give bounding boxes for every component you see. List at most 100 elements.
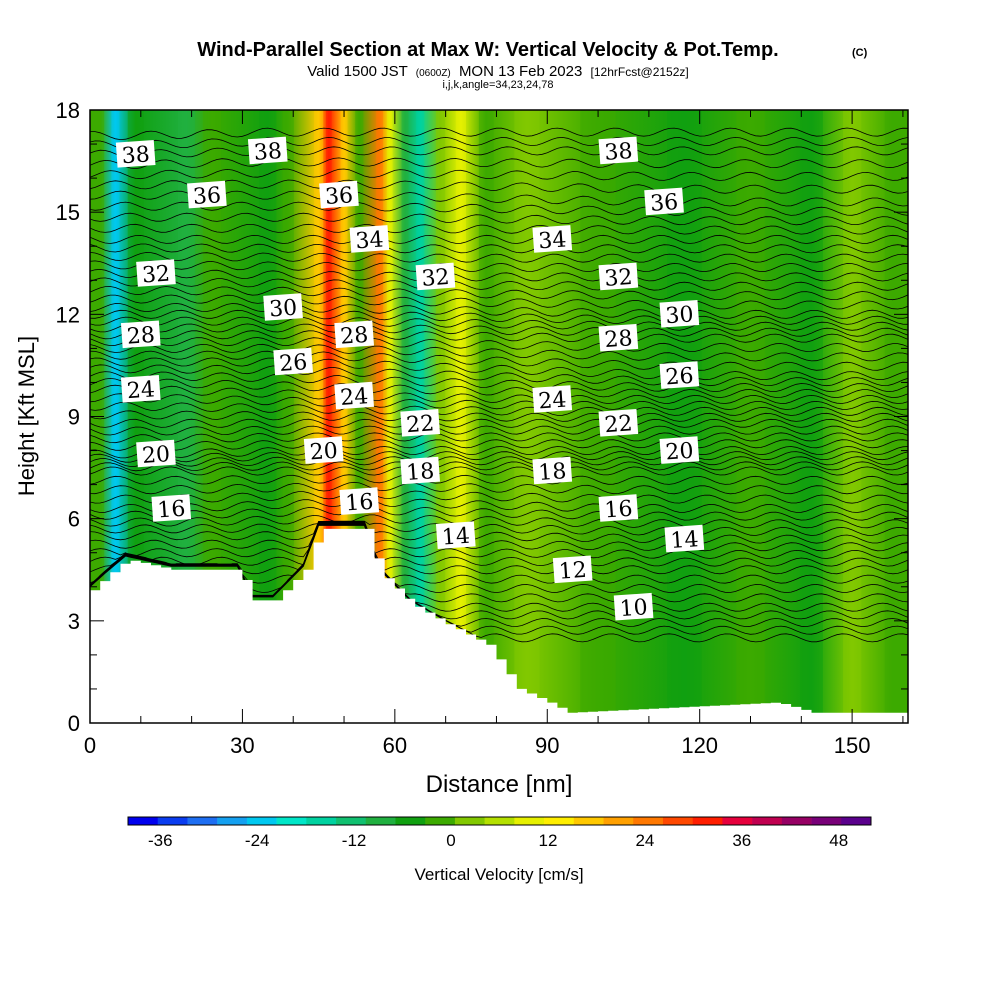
velocity-band xyxy=(340,110,348,723)
contour-label-text: 38 xyxy=(604,139,634,166)
y-tick-label: 12 xyxy=(56,302,80,327)
contour-label-text: 32 xyxy=(421,265,451,292)
contour-label-text: 30 xyxy=(268,296,298,323)
contour-label: 34 xyxy=(349,225,390,254)
colorbar-swatch xyxy=(425,817,456,825)
contour-label-text: 22 xyxy=(604,411,634,438)
theta-contour-line xyxy=(90,401,908,416)
contour-label-box xyxy=(664,524,705,553)
theta-contour-line xyxy=(90,357,908,381)
colorbar-tick-label: 48 xyxy=(829,831,848,850)
theta-contour-line xyxy=(90,446,908,459)
theta-contour-line xyxy=(90,127,908,141)
y-tick-label: 15 xyxy=(56,200,80,225)
contour-label-text: 36 xyxy=(324,183,354,210)
theta-contour-line xyxy=(90,481,908,495)
contour-label: 24 xyxy=(120,375,161,404)
velocity-band xyxy=(842,110,862,723)
theta-contour-line xyxy=(90,316,908,331)
contour-label-text: 22 xyxy=(405,411,435,438)
contour-label-text: 14 xyxy=(441,524,471,551)
contour-label-box xyxy=(319,180,359,209)
contour-label-text: 16 xyxy=(157,497,187,524)
x-tick-label: 120 xyxy=(681,733,718,758)
contour-label: 14 xyxy=(664,524,705,554)
valid-utc: (0600Z) xyxy=(416,68,451,79)
theta-contour-line xyxy=(90,243,908,254)
velocity-band xyxy=(259,110,277,723)
colorbar-tick-label: -36 xyxy=(148,831,173,850)
theta-contour-line xyxy=(90,432,908,444)
theta-contour-line xyxy=(90,466,908,476)
contour-label-box xyxy=(659,436,700,464)
contour-label: 34 xyxy=(532,225,573,254)
theta-contour-line xyxy=(90,451,908,463)
contour-label-text: 32 xyxy=(141,262,171,289)
x-tick-label: 150 xyxy=(834,733,871,758)
contour-label: 36 xyxy=(187,180,227,210)
theta-contour-line xyxy=(90,302,908,319)
contour-label: 28 xyxy=(334,320,374,350)
contour-label: 28 xyxy=(120,320,161,350)
colorbar-swatch xyxy=(306,817,337,825)
contour-label-text: 28 xyxy=(604,326,634,353)
contour-label: 16 xyxy=(339,487,380,517)
contour-label: 32 xyxy=(415,262,456,292)
theta-contour-line xyxy=(90,136,908,150)
theta-contour-line xyxy=(90,425,908,436)
velocity-band xyxy=(800,110,823,723)
contour-label: 30 xyxy=(659,300,700,329)
colorbar-swatch xyxy=(336,817,367,825)
colorbar-swatch xyxy=(276,817,307,825)
colorbar-swatch xyxy=(573,817,604,825)
colorbar-swatch xyxy=(603,817,634,825)
contour-label: 14 xyxy=(435,521,476,551)
contour-label-text: 32 xyxy=(604,265,634,292)
contour-label-box xyxy=(136,259,176,287)
contour-label-text: 28 xyxy=(339,323,369,350)
contour-label-text: 16 xyxy=(345,490,375,517)
theta-contour-line xyxy=(90,418,908,428)
contour-label-box xyxy=(659,300,700,328)
contour-label: 20 xyxy=(303,436,344,466)
theta-contours xyxy=(90,127,908,643)
colorbar-label: Vertical Velocity [cm/s] xyxy=(414,865,583,884)
theta-contour-line xyxy=(90,190,908,207)
velocity-band xyxy=(736,110,765,723)
velocity-band xyxy=(386,110,393,723)
theta-contour-line xyxy=(90,179,908,194)
velocity-band xyxy=(177,110,196,723)
contour-label-box xyxy=(598,136,639,165)
colorbar-swatch xyxy=(128,817,159,825)
theta-contour-line xyxy=(90,364,908,387)
contour-label-box xyxy=(303,436,344,464)
theta-contour-line xyxy=(90,521,908,552)
theta-contour-line xyxy=(90,474,908,485)
colorbar-swatch xyxy=(544,817,575,825)
colorbar-swatch xyxy=(246,817,277,825)
colorbar-swatch xyxy=(781,817,812,825)
contour-label: 38 xyxy=(115,140,156,169)
contour-label: 32 xyxy=(598,262,639,292)
contour-label: 12 xyxy=(552,555,593,585)
x-axis-label: Distance [nm] xyxy=(426,771,573,798)
contour-label-box xyxy=(659,361,700,389)
theta-contour-line xyxy=(90,323,908,337)
theta-contour-line xyxy=(90,277,908,291)
theta-contour-line xyxy=(90,514,908,529)
contour-label-box xyxy=(598,494,639,522)
theta-contour-line xyxy=(90,505,908,521)
colorbar-swatch xyxy=(662,817,693,825)
colorbar-tick-label: -12 xyxy=(342,831,367,850)
contour-label-box xyxy=(613,592,654,621)
contour-label-text: 36 xyxy=(192,183,222,210)
contour-label: 18 xyxy=(400,456,440,486)
contour-label-box xyxy=(400,456,440,485)
theta-contour-line xyxy=(90,461,908,472)
contour-label-box xyxy=(644,187,684,216)
velocity-band xyxy=(376,110,384,723)
contour-label: 16 xyxy=(151,494,192,524)
